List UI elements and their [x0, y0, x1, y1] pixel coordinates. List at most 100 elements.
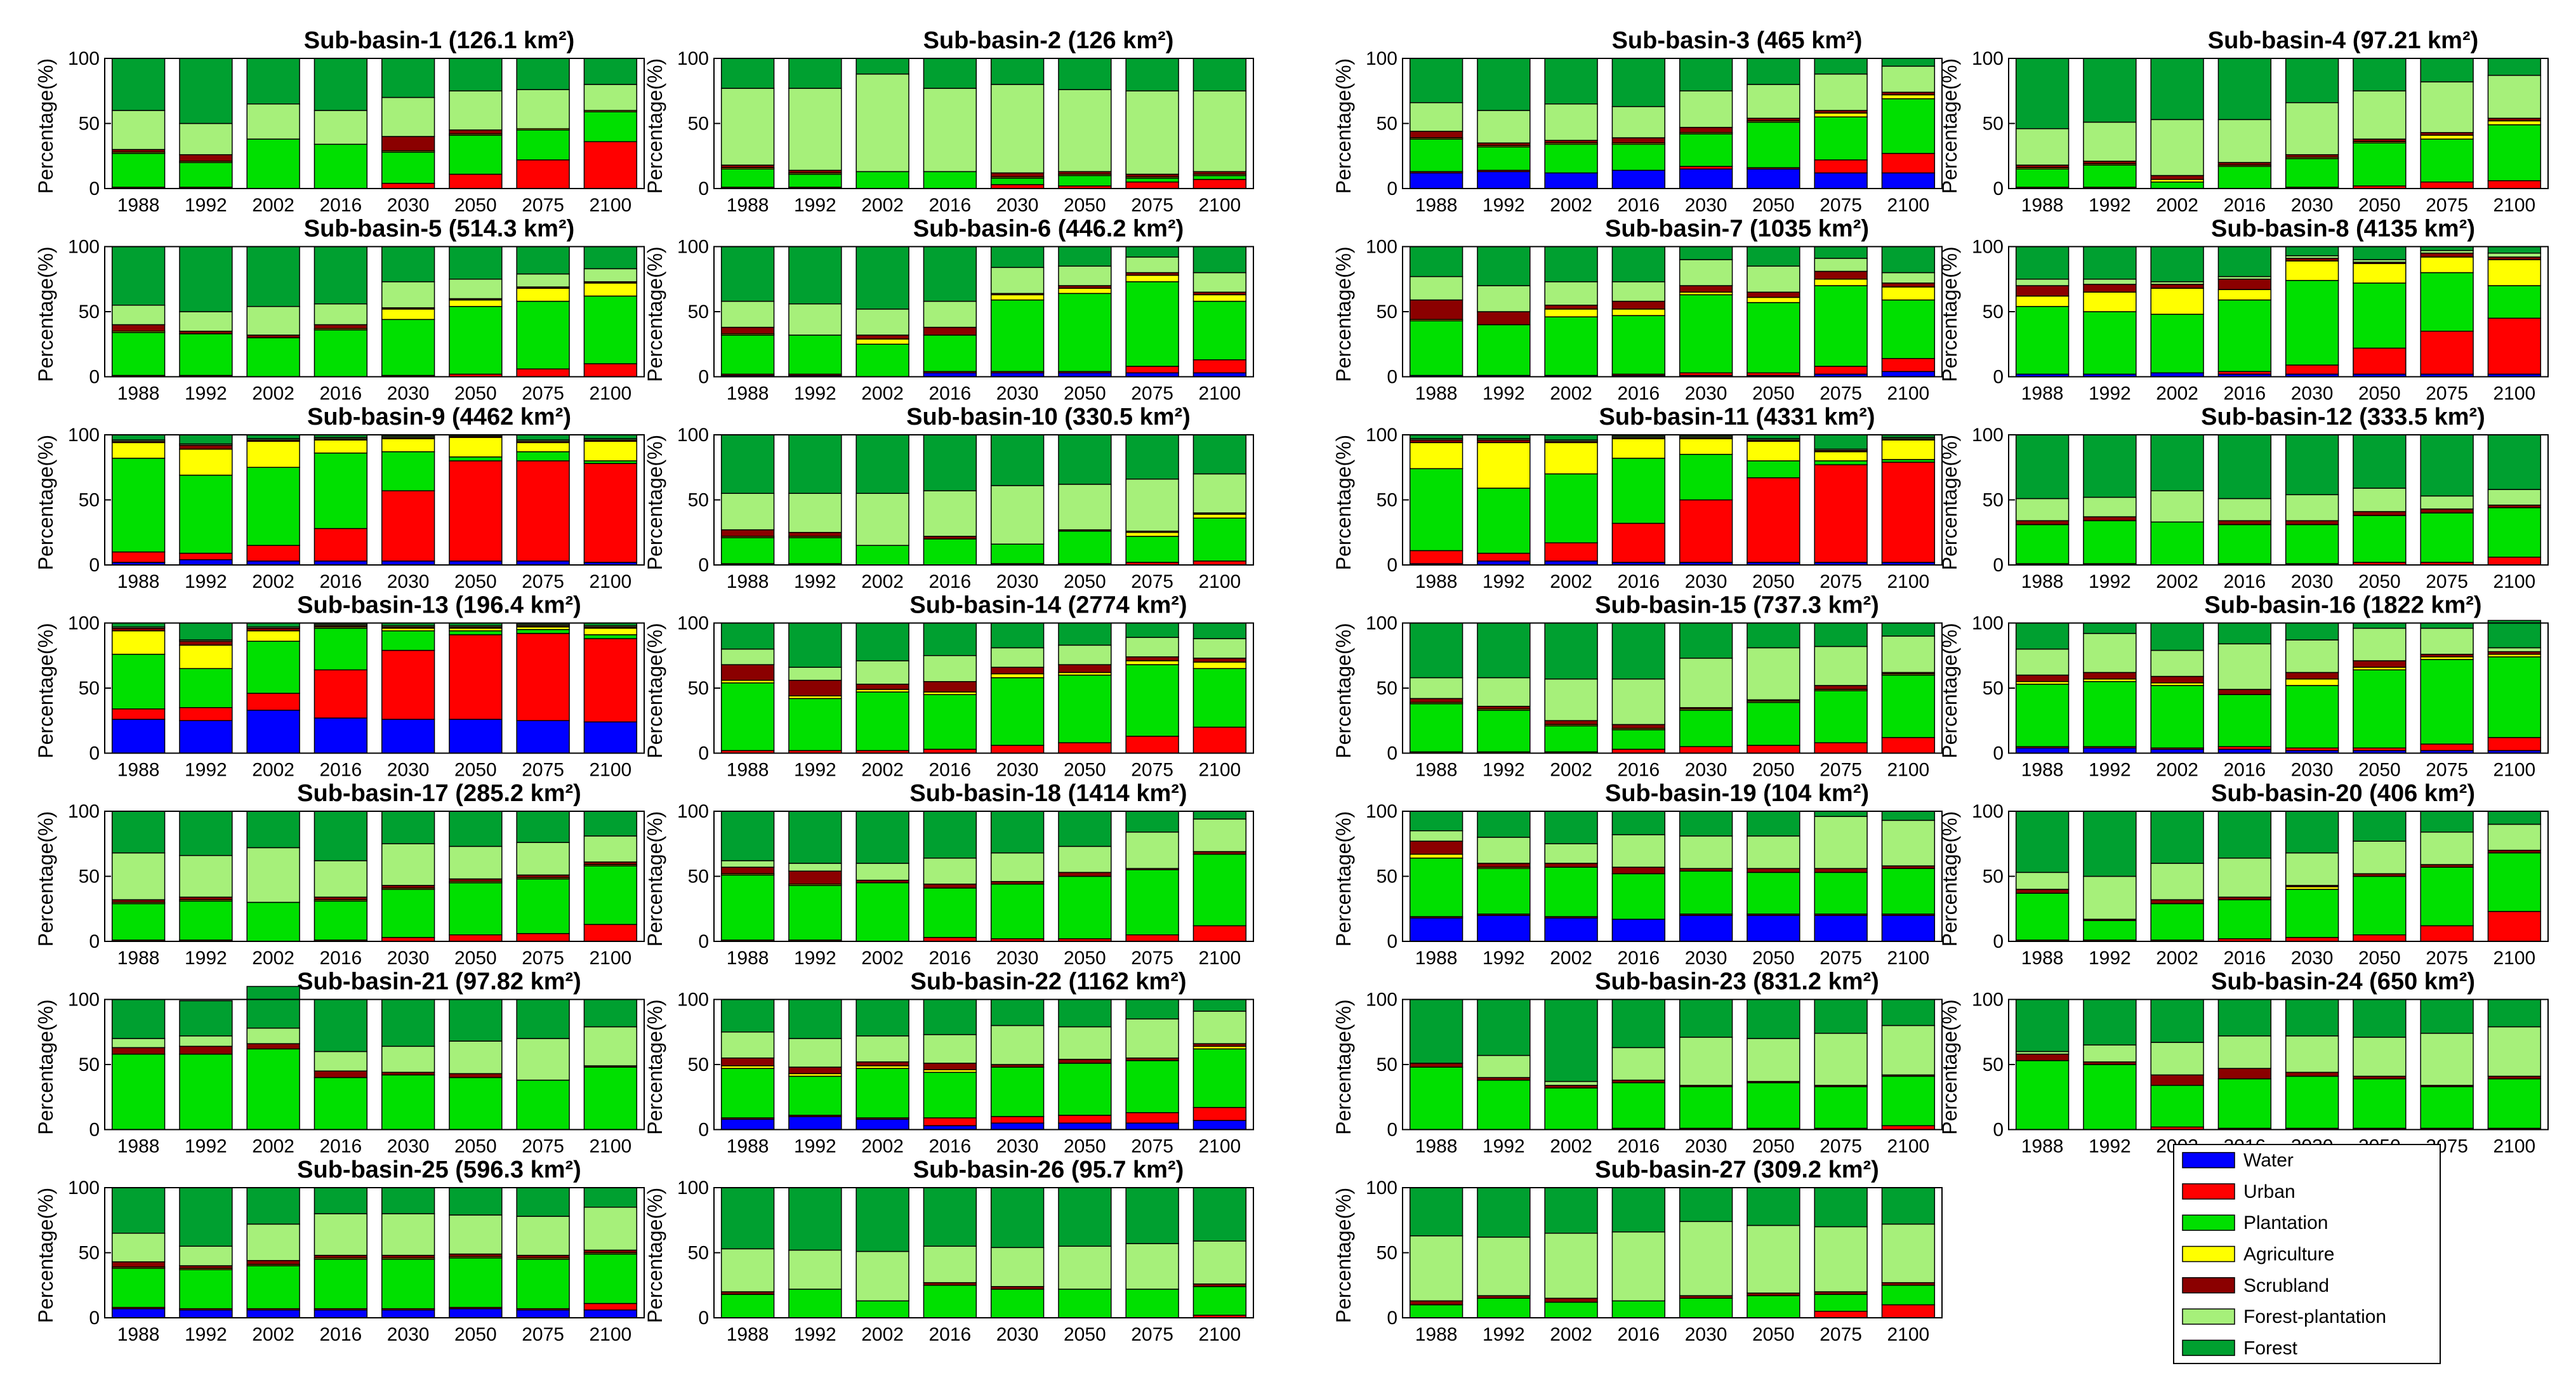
- bar-segment-plantation: [2015, 892, 2070, 941]
- bar-1988: [1409, 999, 1463, 1131]
- bar-2016: [923, 999, 977, 1131]
- bar-segment-forest-plantation: [2487, 823, 2542, 851]
- panel-title: Sub-basin-2 (126 km²): [923, 27, 1174, 54]
- bar-2030: [990, 622, 1045, 754]
- bar-segment-plantation: [1679, 454, 1733, 501]
- x-tick-label: 2050: [1064, 195, 1106, 216]
- x-tick-label: 2075: [522, 571, 564, 592]
- bar-segment-forest: [990, 999, 1045, 1026]
- y-tick-label: 100: [1366, 613, 1397, 634]
- bar-segment-forest: [2150, 811, 2204, 864]
- panel-title-name: Sub-basin-15 (737.3: [1595, 592, 1828, 619]
- x-tick-label: 2100: [590, 948, 632, 969]
- y-tick-label: 0: [89, 1120, 100, 1141]
- bar-segment-plantation: [449, 630, 503, 635]
- bar-segment-water: [1814, 172, 1868, 189]
- y-tick-label: 100: [1366, 237, 1397, 258]
- bar-segment-plantation: [449, 456, 503, 461]
- bar-1992: [2083, 622, 2137, 754]
- bar-segment-forest: [246, 58, 300, 105]
- bar-segment-plantation: [1544, 1087, 1598, 1131]
- bar-segment-forest-plantation: [2420, 627, 2474, 655]
- bar-segment-agriculture: [1814, 279, 1868, 286]
- bar-segment-scrubland: [449, 1073, 503, 1078]
- bar-2030: [990, 999, 1045, 1131]
- bar-segment-forest: [2487, 58, 2542, 76]
- bar-segment-urban: [1192, 1106, 1247, 1121]
- bar-segment-forest-plantation: [1477, 285, 1531, 312]
- bar-segment-plantation: [2420, 659, 2474, 745]
- x-tick-label: 1988: [117, 571, 160, 592]
- bar-segment-forest: [1058, 811, 1112, 847]
- y-tick-label: 50: [1377, 302, 1397, 322]
- bar-segment-forest: [1058, 999, 1112, 1028]
- x-tick-label: 2016: [2224, 760, 2266, 781]
- x-tick-label: 2016: [320, 760, 362, 781]
- bar-segment-forest: [583, 811, 638, 837]
- bar-2050: [449, 1187, 503, 1318]
- x-tick-label: 2050: [2358, 195, 2401, 216]
- y-axis-label: Percentage(%): [644, 811, 666, 946]
- x-tick-label: 2075: [1131, 948, 1173, 969]
- x-tick-label: 2030: [2291, 571, 2334, 592]
- bar-segment-plantation: [583, 111, 638, 142]
- bar-segment-scrubland: [1679, 126, 1733, 133]
- bar-segment-forest: [2420, 811, 2474, 833]
- bar-segment-scrubland: [720, 326, 775, 335]
- y-tick-label: 100: [677, 613, 709, 634]
- x-tick-label: 1992: [185, 195, 227, 216]
- legend-swatch: [2182, 1308, 2235, 1325]
- bar-2075: [516, 999, 570, 1131]
- panel-title: Sub-basin-23 (831.2 km²): [1595, 969, 1879, 995]
- bar-segment-plantation: [1814, 116, 1868, 161]
- bar-segment-forest-plantation: [2217, 498, 2272, 522]
- bar-segment-forest-plantation: [923, 88, 977, 173]
- bar-segment-forest: [1814, 1187, 1868, 1228]
- bar-2100: [1192, 1187, 1247, 1318]
- x-tick-label: 2050: [1064, 571, 1106, 592]
- x-tick-label: 2050: [454, 1324, 497, 1345]
- bar-segment-urban: [516, 368, 570, 378]
- bar-2100: [583, 1187, 638, 1318]
- x-tick-label: 2002: [1550, 195, 1592, 216]
- bar-segment-plantation: [788, 335, 842, 375]
- bar-1992: [179, 58, 233, 189]
- legend-swatch: [2182, 1277, 2235, 1294]
- bar-segment-forest-plantation: [2285, 102, 2339, 156]
- x-tick-label: 2075: [1131, 1324, 1173, 1345]
- y-tick-label: 50: [688, 1054, 709, 1075]
- legend-swatch: [2182, 1214, 2235, 1231]
- bar-2016: [314, 1187, 368, 1318]
- bar-segment-urban: [2420, 182, 2474, 189]
- bar-segment-forest-plantation: [1058, 846, 1112, 873]
- bar-segment-plantation: [381, 451, 435, 491]
- y-tick-label: 100: [68, 990, 100, 1011]
- bar-2002: [855, 811, 909, 942]
- bar-segment-plantation: [1814, 285, 1868, 367]
- bar-2030: [2285, 58, 2339, 189]
- bar-segment-plantation: [923, 1285, 977, 1318]
- bar-segment-forest-plantation: [246, 306, 300, 336]
- bar-segment-water: [111, 719, 166, 754]
- bar-segment-forest-plantation: [855, 1035, 909, 1063]
- x-tick-label: 2030: [996, 195, 1039, 216]
- bar-segment-forest-plantation: [2015, 648, 2070, 676]
- x-tick-label: 1988: [2021, 195, 2064, 216]
- bar-segment-agriculture: [2420, 256, 2474, 274]
- x-tick-label: 2030: [387, 948, 430, 969]
- panel-title-name: Sub-basin-5 (514.3: [304, 216, 524, 242]
- bar-1988: [111, 434, 166, 566]
- bar-2030: [2285, 999, 2339, 1131]
- bar-2050: [1747, 999, 1800, 1131]
- x-tick-label: 2100: [2493, 195, 2536, 216]
- x-tick-label: 2016: [929, 760, 972, 781]
- panel-title: Sub-basin-17 (285.2 km²): [297, 780, 581, 807]
- bar-segment-forest-plantation: [516, 89, 570, 129]
- bar-segment-plantation: [1747, 1082, 1800, 1129]
- bar-segment-scrubland: [2150, 899, 2204, 905]
- bar-segment-forest: [2353, 999, 2407, 1038]
- bar-segment-water: [246, 710, 300, 754]
- bar-segment-forest-plantation: [1881, 1025, 1936, 1076]
- bar-2050: [1747, 246, 1800, 378]
- bar-segment-forest-plantation: [720, 300, 775, 328]
